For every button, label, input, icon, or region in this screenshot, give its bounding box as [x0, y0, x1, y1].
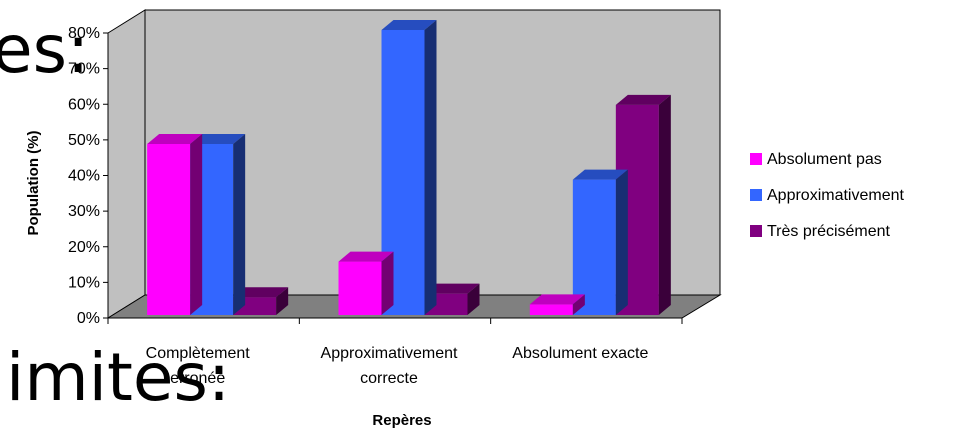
bar-side: [658, 94, 671, 315]
x-tick-label: Approximativement: [321, 345, 459, 362]
background-slide-text-top: es:: [0, 11, 90, 88]
bar-top: [338, 251, 394, 262]
legend: Absolument pas Approximativement Très préc…: [750, 151, 905, 240]
bar-top: [147, 134, 203, 144]
x-tick-label: Complètement: [146, 345, 251, 362]
bar-front: [529, 304, 573, 315]
legend-label: Approximativement: [767, 187, 905, 204]
y-tick-label: 30%: [68, 203, 100, 220]
bar: [572, 169, 628, 315]
bar-top: [572, 169, 628, 180]
bar-top: [615, 94, 671, 105]
x-axis-title: Repères: [372, 412, 431, 429]
bar-front: [338, 261, 382, 315]
side-wall: [107, 9, 146, 319]
x-tick-label: erronée: [170, 370, 225, 387]
bar-side: [190, 134, 203, 315]
legend-label: Très précisément: [767, 223, 891, 240]
y-tick-label: 40%: [68, 168, 100, 185]
bar-top: [233, 287, 289, 298]
bars-group: [147, 20, 671, 315]
x-tick-label: correcte: [360, 370, 418, 387]
x-axis: Complètement erronée Approximativement corr…: [107, 317, 683, 387]
bar-front: [572, 179, 616, 315]
bar-side: [424, 20, 437, 315]
y-tick-label: 60%: [68, 96, 100, 113]
legend-item: Absolument pas: [750, 151, 882, 168]
background-slide-text-bottom: imites:: [6, 339, 231, 416]
bar-side: [233, 134, 246, 315]
y-tick-label: 10%: [68, 274, 100, 291]
legend-item: Approximativement: [750, 187, 905, 204]
bar-side: [615, 169, 628, 315]
bar: [338, 251, 394, 315]
y-axis-title: Population (%): [25, 131, 42, 236]
bar-top: [529, 294, 585, 305]
legend-swatch: [750, 153, 762, 165]
bar-side: [467, 283, 480, 315]
y-tick-label: 50%: [68, 132, 100, 149]
bar-side: [572, 294, 585, 315]
legend-item: Très précisément: [750, 223, 891, 240]
bar-top: [424, 283, 480, 294]
y-tick-label: 70%: [68, 61, 100, 78]
bar: [147, 134, 203, 315]
legend-swatch: [750, 189, 762, 201]
bar-side: [276, 287, 289, 315]
legend-swatch: [750, 225, 762, 237]
bar: [424, 283, 480, 315]
y-tick-label: 20%: [68, 239, 100, 256]
y-axis: 0% 10% 20% 30% 40% 50% 60% 70% 80%: [68, 25, 109, 327]
bar-top: [190, 134, 246, 144]
legend-label: Absolument pas: [767, 151, 882, 168]
bar-top: [381, 20, 437, 30]
x-tick-label: Absolument exacte: [512, 345, 648, 362]
y-tick-label: 80%: [68, 25, 100, 42]
bar-front: [147, 144, 191, 315]
y-tick-label: 0%: [77, 310, 100, 327]
bar-side: [381, 251, 394, 315]
bar: [529, 294, 585, 315]
